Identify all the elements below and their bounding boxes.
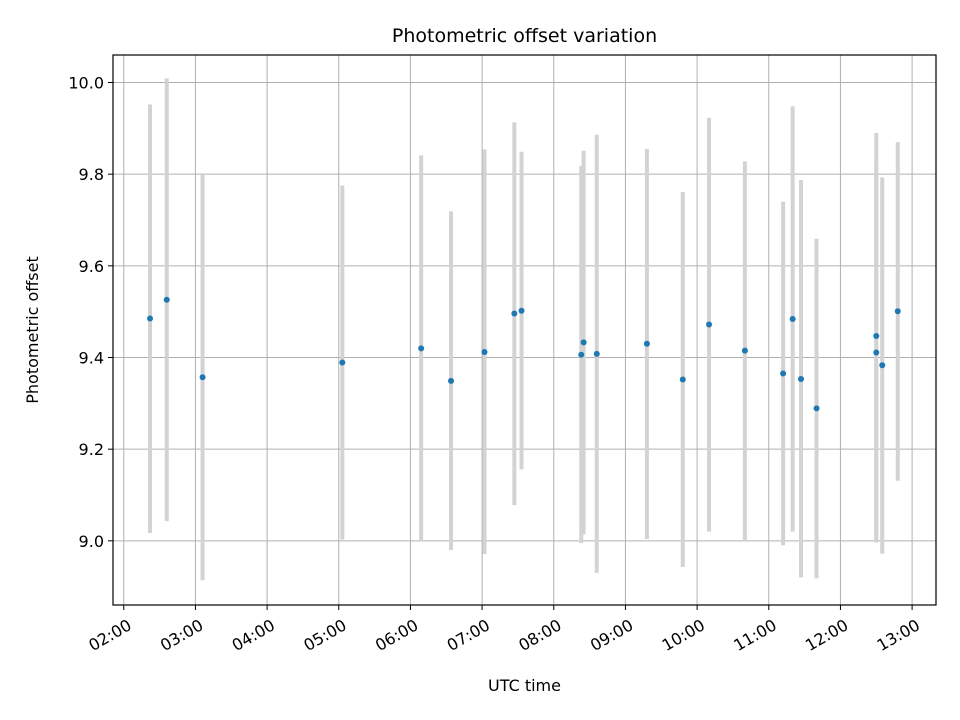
- y-tick-label: 9.6: [79, 257, 104, 276]
- data-point: [679, 376, 686, 383]
- data-point: [163, 296, 170, 303]
- data-point: [741, 347, 748, 354]
- y-tick-label: 9.8: [79, 165, 104, 184]
- data-point: [511, 310, 518, 317]
- y-tick-label: 9.2: [79, 440, 104, 459]
- point-layer: [147, 296, 901, 412]
- data-point: [418, 345, 425, 352]
- y-axis-title: Photometric offset: [23, 256, 42, 404]
- data-point: [578, 351, 585, 358]
- grid-layer: [113, 55, 936, 605]
- data-point: [873, 332, 880, 339]
- data-point: [894, 308, 901, 315]
- data-point: [873, 349, 880, 356]
- data-point: [147, 315, 154, 322]
- x-axis-title: UTC time: [488, 676, 561, 695]
- data-point: [706, 321, 713, 328]
- data-point: [481, 349, 488, 355]
- data-point: [199, 374, 206, 381]
- data-point: [448, 377, 455, 384]
- y-tick-label: 10.0: [68, 74, 104, 93]
- data-point: [580, 339, 587, 346]
- chart-title: Photometric offset variation: [392, 25, 657, 47]
- data-point: [643, 340, 650, 347]
- data-point: [780, 370, 787, 377]
- plot-area: [112, 54, 937, 606]
- data-point: [593, 350, 600, 357]
- plot-frame: [112, 54, 937, 606]
- data-point: [339, 359, 346, 366]
- data-point: [789, 316, 796, 322]
- data-point: [813, 405, 820, 412]
- y-tick-label: 9.0: [79, 532, 104, 551]
- data-point: [518, 307, 525, 314]
- data-point: [798, 376, 805, 383]
- y-axis: 9.0 9.2 9.4 9.6 9.8 10.0: [68, 74, 113, 551]
- data-point: [879, 362, 886, 369]
- y-tick-label: 9.4: [79, 349, 104, 368]
